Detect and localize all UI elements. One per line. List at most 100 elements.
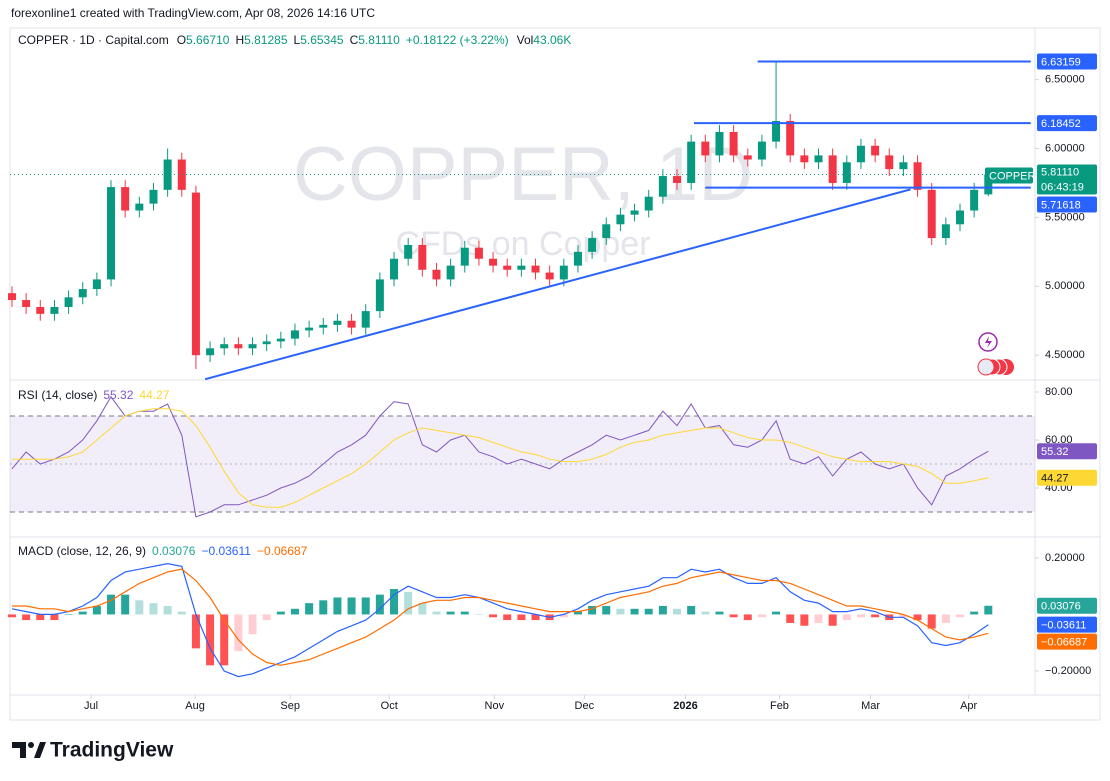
last-value-label-box xyxy=(1037,443,1097,460)
candle-body xyxy=(715,131,724,156)
candle-body xyxy=(390,258,399,280)
candle-body xyxy=(22,300,31,307)
last-value-label: 55.32 xyxy=(1041,446,1069,458)
histogram-bar xyxy=(503,614,512,621)
lightning-icon xyxy=(985,336,992,348)
symbol-legend: COPPER · 1D · Capital.com O5.66710 H5.8128… xyxy=(18,33,571,47)
candle-body xyxy=(262,341,271,345)
trendline xyxy=(204,188,911,381)
candle-body xyxy=(701,141,710,156)
candle-body xyxy=(234,344,243,349)
candle-body xyxy=(107,187,116,280)
candle-body xyxy=(446,265,455,280)
tradingview-logo: TradingView xyxy=(12,739,174,762)
candle-body xyxy=(503,265,512,270)
x-tick-label: Jul xyxy=(84,700,98,712)
last-price-label: 5.81110 xyxy=(1041,166,1079,178)
histogram-bar xyxy=(715,611,724,615)
pane-legend-value: −0.06687 xyxy=(257,544,308,558)
candle-body xyxy=(418,244,427,270)
candle-body xyxy=(856,145,865,163)
level-label-box xyxy=(1037,196,1097,213)
change-value: +0.18122 (+3.22%) xyxy=(406,33,509,47)
candle-body xyxy=(305,327,314,331)
candle-body xyxy=(729,131,738,156)
ohlc-value: 5.66710 xyxy=(186,33,230,47)
y-tick-label: 4.50000 xyxy=(1045,349,1085,361)
candle-body xyxy=(956,210,965,225)
volume-label: Vol xyxy=(517,33,534,47)
histogram-bar xyxy=(7,614,16,618)
candle-body xyxy=(531,265,540,273)
histogram-bar xyxy=(899,614,908,618)
histogram-bar xyxy=(913,614,922,621)
candle-body xyxy=(206,348,215,356)
histogram-bar xyxy=(941,614,950,623)
symbol-label: COPPER xyxy=(989,170,1036,182)
pane-legend-value: −0.03611 xyxy=(201,544,251,558)
ohlc-value: 5.81285 xyxy=(244,33,288,47)
candle-body xyxy=(50,306,59,314)
histogram-bar xyxy=(531,614,540,621)
level-label: 5.71618 xyxy=(1041,199,1081,211)
flag-icon[interactable] xyxy=(977,358,995,376)
histogram-bar xyxy=(800,614,809,626)
event-icon[interactable] xyxy=(978,332,998,352)
candle-body xyxy=(319,324,328,328)
candle-body xyxy=(276,338,285,342)
x-tick-label: Oct xyxy=(381,700,398,712)
candle-body xyxy=(786,120,795,156)
histogram-bar xyxy=(786,614,795,623)
x-tick-label: 2026 xyxy=(673,700,697,712)
candle-body xyxy=(970,189,979,211)
candle-body xyxy=(404,244,413,259)
x-tick-label: Aug xyxy=(185,700,205,712)
histogram-bar xyxy=(319,600,328,615)
last-value-label-box xyxy=(1037,469,1097,486)
candle-body xyxy=(191,192,200,356)
volume-value: 43.06K xyxy=(533,33,571,47)
histogram-bar xyxy=(828,614,837,626)
ohlc-value: 5.65345 xyxy=(300,33,344,47)
candle-body xyxy=(644,196,653,211)
candle-body xyxy=(743,155,752,160)
histogram-bar xyxy=(871,614,880,618)
histogram-bar xyxy=(729,614,738,618)
macd-line xyxy=(12,568,989,666)
x-tick-label: Feb xyxy=(770,700,789,712)
histogram-bar xyxy=(234,614,243,652)
pane-legend-value: 0.03076 xyxy=(152,544,196,558)
last-value-label: −0.03611 xyxy=(1041,620,1086,632)
watermark-subtitle: CFDs on Copper xyxy=(395,225,650,263)
pane-legend: MACD (close, 12, 26, 9) 0.03076 −0.03611 −0… xyxy=(18,544,308,558)
candle-body xyxy=(984,174,993,195)
last-value-label: 44.27 xyxy=(1041,473,1069,485)
ohlc-value: 5.81110 xyxy=(358,33,400,47)
candle-body xyxy=(347,320,356,328)
legend-row: COPPER · 1D · Capital.com O5.66710 H5.8128… xyxy=(18,33,571,47)
candle-body xyxy=(559,265,568,280)
histogram-bar xyxy=(375,594,384,615)
histogram-bar xyxy=(432,611,441,615)
histogram-bar xyxy=(856,614,865,618)
candle-body xyxy=(588,238,597,252)
y-tick-label: 0.20000 xyxy=(1045,552,1085,564)
ohlc-label: L xyxy=(294,33,301,47)
candle-body xyxy=(135,203,144,211)
histogram-bar xyxy=(559,614,568,618)
histogram-bar xyxy=(163,605,172,615)
histogram-bar xyxy=(474,614,483,615)
candle-body xyxy=(871,145,880,156)
candle-body xyxy=(800,155,809,163)
histogram-bar xyxy=(347,597,356,615)
histogram-bar xyxy=(616,608,625,615)
histogram-bar xyxy=(121,594,130,615)
chart-frame xyxy=(9,27,1101,721)
histogram-bar xyxy=(22,614,31,621)
histogram-bar xyxy=(78,611,87,615)
candle-body xyxy=(772,120,781,142)
candle-body xyxy=(941,224,950,239)
histogram-bar xyxy=(64,614,73,615)
